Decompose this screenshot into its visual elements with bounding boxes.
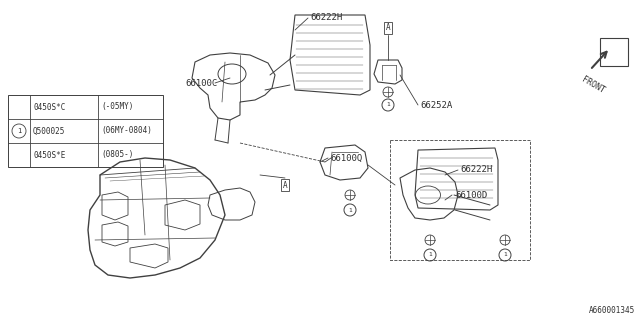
Text: (0805-): (0805-) [101,150,133,159]
Text: 1: 1 [386,102,390,108]
Text: 0450S*E: 0450S*E [33,150,65,159]
Text: 1: 1 [348,207,352,212]
Text: A: A [386,23,390,33]
Text: 66100C: 66100C [185,78,217,87]
Bar [8,95,163,167]
Text: 66100Q: 66100Q [330,154,362,163]
Text: 1: 1 [428,252,432,258]
Text: (06MY-0804): (06MY-0804) [101,126,152,135]
Text: 0450S*C: 0450S*C [33,102,65,111]
Text: 1: 1 [17,128,21,134]
Text: 66222H: 66222H [310,13,342,22]
Text: FRONT: FRONT [580,75,606,95]
Text: (-05MY): (-05MY) [101,102,133,111]
Text: 66222H: 66222H [460,165,492,174]
Text: A: A [283,180,287,189]
Text: A660001345: A660001345 [589,306,635,315]
Bar [600,38,628,66]
Text: 66252A: 66252A [420,100,452,109]
Text: 1: 1 [503,252,507,258]
Text: 66100D: 66100D [455,190,487,199]
Text: Q500025: Q500025 [33,126,65,135]
